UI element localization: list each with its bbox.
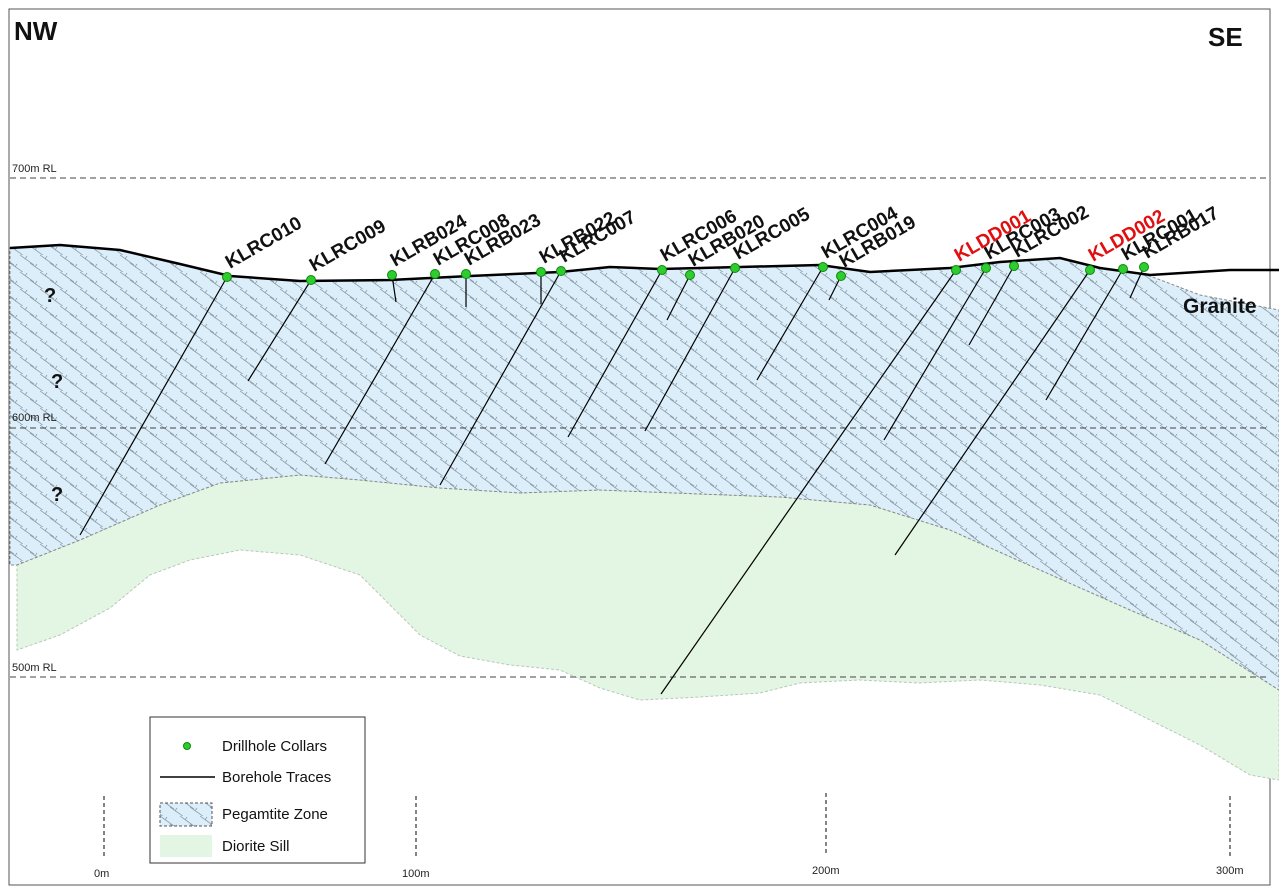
drillhole-collar xyxy=(951,265,961,275)
drillhole-collar xyxy=(730,263,740,273)
unknown-marker: ? xyxy=(44,285,56,307)
borehole-trace xyxy=(247,279,312,382)
legend-collars-label: Drillhole Collars xyxy=(222,738,327,755)
unknown-marker: ? xyxy=(51,371,63,393)
rl-label-600: 600m RL xyxy=(12,412,57,424)
drillhole-collar xyxy=(387,270,397,280)
borehole-trace xyxy=(883,267,987,441)
borehole-trace xyxy=(439,270,562,486)
drillhole-collar xyxy=(306,275,316,285)
drillhole-collar xyxy=(461,269,471,279)
rl-label-500: 500m RL xyxy=(12,662,57,674)
drillhole-collar xyxy=(536,267,546,277)
legend: Drillhole Collars Borehole Traces Pegamt… xyxy=(149,716,366,864)
borehole-trace xyxy=(1129,266,1145,299)
scale-bar xyxy=(103,793,1231,858)
borehole-trace xyxy=(666,274,691,321)
scale-label: 200m xyxy=(812,865,840,877)
legend-diorite-swatch xyxy=(160,835,212,857)
borehole-trace xyxy=(324,273,436,465)
drillhole-collar xyxy=(1009,261,1019,271)
borehole-trace xyxy=(644,267,736,432)
drillhole-collars xyxy=(222,261,1149,285)
drillhole-collar xyxy=(556,266,566,276)
legend-traces-label: Borehole Traces xyxy=(222,769,331,786)
drillhole-collar xyxy=(657,265,667,275)
granite-label: Granite xyxy=(1183,295,1257,318)
drillhole-collar xyxy=(981,263,991,273)
drillhole-collar xyxy=(685,270,695,280)
borehole-trace xyxy=(1045,268,1124,401)
borehole-trace xyxy=(567,269,663,438)
direction-se: SE xyxy=(1208,22,1243,52)
direction-nw: NW xyxy=(14,16,58,46)
pegmatite-zone xyxy=(9,244,1279,691)
scale-label: 300m xyxy=(1216,865,1244,877)
drillhole-collar xyxy=(430,269,440,279)
rl-label-700: 700m RL xyxy=(12,163,57,175)
drillhole-collar xyxy=(1139,262,1149,272)
borehole-trace xyxy=(79,276,228,536)
legend-pegmatite-swatch xyxy=(159,802,213,827)
drillhole-collar xyxy=(1085,265,1095,275)
scale-label: 100m xyxy=(402,868,430,880)
unknown-marker: ? xyxy=(51,484,63,506)
drillhole-collar xyxy=(1118,264,1128,274)
legend-collar-symbol xyxy=(183,742,191,750)
borehole-traces xyxy=(79,265,1145,695)
borehole-trace xyxy=(756,266,824,381)
borehole-trace xyxy=(894,269,1091,556)
scale-label: 0m xyxy=(94,868,109,880)
drillhole-collar xyxy=(222,272,232,282)
borehole-trace xyxy=(660,269,957,695)
legend-diorite-label: Diorite Sill xyxy=(222,838,290,855)
legend-pegmatite-label: Pegamtite Zone xyxy=(222,806,328,823)
borehole-trace xyxy=(968,265,1015,346)
drillhole-collar xyxy=(818,262,828,272)
drillhole-collar xyxy=(836,271,846,281)
